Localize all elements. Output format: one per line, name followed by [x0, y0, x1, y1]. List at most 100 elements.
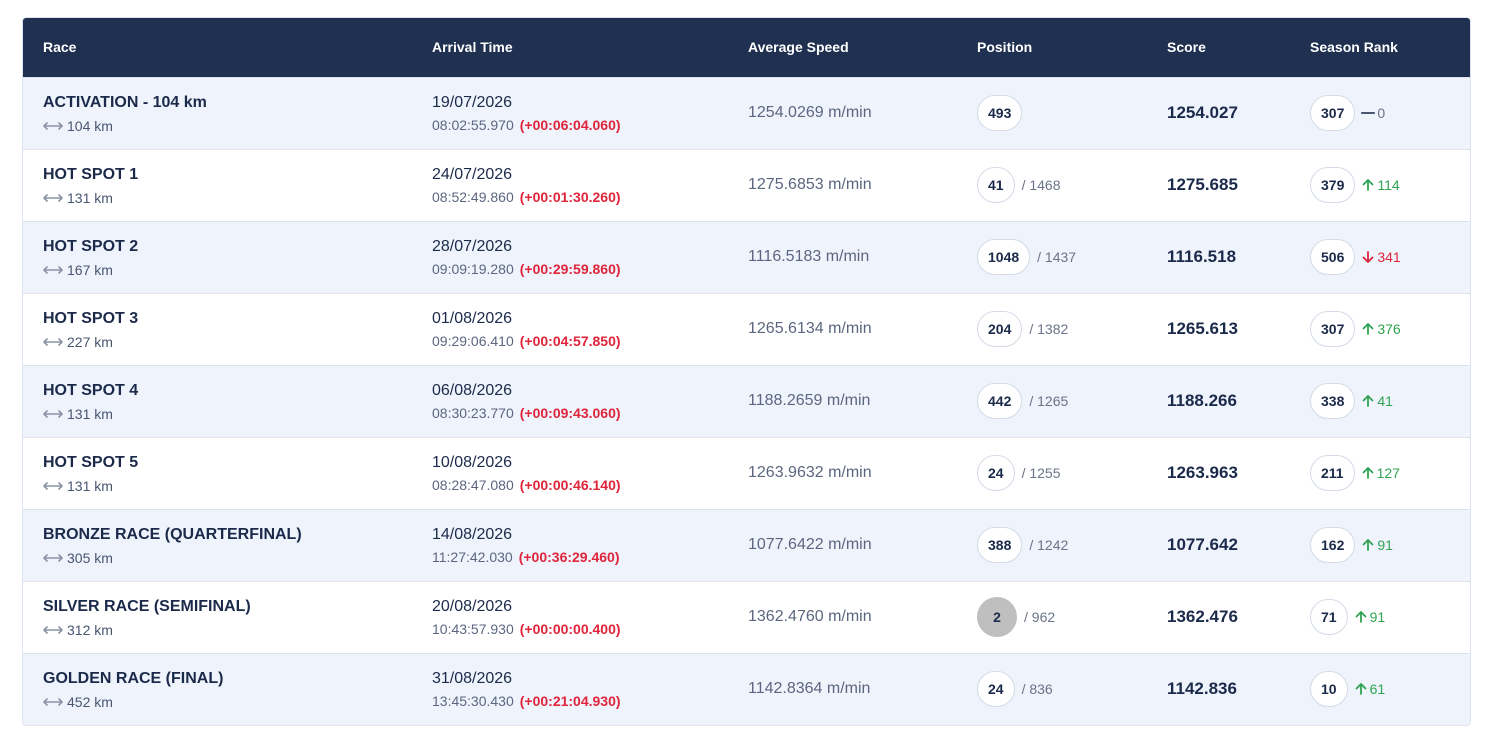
rank-change: 61: [1354, 681, 1386, 698]
column-header-race[interactable]: Race: [43, 39, 77, 56]
score-cell: 1362.476: [1147, 581, 1290, 653]
season-rank-badge: 162: [1310, 527, 1356, 563]
table-row[interactable]: ACTIVATION - 104 km 104 km 19/07/2026 08…: [23, 77, 1470, 149]
arrival-cell: 20/08/2026 10:43:57.930 (+00:00:00.400): [412, 581, 728, 653]
arrival-time-line: 08:52:49.860 (+00:01:30.260): [432, 189, 728, 205]
arrow-up-icon: [1362, 179, 1374, 191]
column-header-season-rank[interactable]: Season Rank: [1310, 39, 1398, 56]
race-name[interactable]: HOT SPOT 5: [43, 453, 139, 471]
arrow-down-icon: [1362, 251, 1374, 263]
column-header-position[interactable]: Position: [977, 39, 1033, 56]
race-name[interactable]: BRONZE RACE (QUARTERFINAL): [43, 525, 302, 543]
table-row[interactable]: BRONZE RACE (QUARTERFINAL) 305 km 14/08/…: [23, 509, 1470, 581]
table-row[interactable]: HOT SPOT 1 131 km 24/07/2026 08:52:49.86…: [23, 149, 1470, 221]
arrival-delta: (+00:36:29.460): [518, 549, 620, 565]
season-rank-badge: 307: [1310, 311, 1356, 347]
race-name[interactable]: GOLDEN RACE (FINAL): [43, 669, 224, 687]
position-cell: 1048 / 1437: [957, 221, 1147, 293]
position-cell: 388 / 1242: [957, 509, 1147, 581]
rank-change-value: 61: [1369, 681, 1386, 698]
season-rank-cell: 506 341: [1290, 221, 1470, 293]
season-rank-badge: 211: [1310, 455, 1355, 491]
race-name[interactable]: HOT SPOT 1: [43, 165, 139, 183]
season-rank-badge: 506: [1310, 239, 1356, 275]
race-cell: BRONZE RACE (QUARTERFINAL) 305 km: [23, 509, 412, 581]
score-value: 1275.685: [1167, 175, 1238, 194]
season-rank-badge: 338: [1310, 383, 1356, 419]
arrival-cell: 10/08/2026 08:28:47.080 (+00:00:46.140): [412, 437, 728, 509]
score-value: 1263.963: [1167, 463, 1238, 482]
position-total: / 1242: [1029, 537, 1069, 553]
race-name[interactable]: ACTIVATION - 104 km: [43, 93, 207, 111]
position-cell: 24 / 1255: [957, 437, 1147, 509]
arrival-cell: 28/07/2026 09:09:19.280 (+00:29:59.860): [412, 221, 728, 293]
table-row[interactable]: HOT SPOT 5 131 km 10/08/2026 08:28:47.08…: [23, 437, 1470, 509]
race-distance-value: 104 km: [67, 117, 113, 134]
average-speed: 1077.6422 m/min: [748, 536, 872, 553]
score-value: 1254.027: [1167, 103, 1238, 122]
table-row[interactable]: HOT SPOT 2 167 km 28/07/2026 09:09:19.28…: [23, 221, 1470, 293]
score-cell: 1254.027: [1147, 77, 1290, 149]
distance-arrows-icon: [43, 409, 63, 418]
arrival-date: 31/08/2026: [432, 670, 513, 688]
arrival-delta: (+00:09:43.060): [519, 405, 621, 421]
arrival-delta: (+00:00:00.400): [519, 621, 621, 637]
arrival-cell: 06/08/2026 08:30:23.770 (+00:09:43.060): [412, 365, 728, 437]
score-cell: 1275.685: [1147, 149, 1290, 221]
speed-cell: 1275.6853 m/min: [728, 149, 957, 221]
race-name[interactable]: HOT SPOT 2: [43, 237, 139, 255]
rank-change-value: 91: [1369, 609, 1386, 625]
arrival-delta: (+00:00:46.140): [519, 477, 621, 493]
table-row[interactable]: GOLDEN RACE (FINAL) 452 km 31/08/2026 13…: [23, 653, 1470, 725]
position-badge: 24: [977, 671, 1015, 708]
score-value: 1142.836: [1167, 679, 1237, 699]
season-rank-cell: 379 114: [1290, 149, 1470, 221]
column-header-arrival-time[interactable]: Arrival Time: [432, 39, 513, 56]
season-rank-cell: 338 41: [1290, 365, 1470, 437]
arrival-date: 01/08/2026: [432, 310, 513, 327]
score-cell: 1265.613: [1147, 293, 1290, 365]
race-name[interactable]: SILVER RACE (SEMIFINAL): [43, 597, 251, 615]
average-speed: 1362.4760 m/min: [748, 608, 872, 625]
rank-change: 91: [1354, 609, 1386, 625]
rank-change: 41: [1361, 393, 1393, 409]
column-header-average-speed[interactable]: Average Speed: [748, 39, 849, 56]
arrival-date: 19/07/2026: [432, 94, 513, 111]
race-name[interactable]: HOT SPOT 4: [43, 381, 139, 399]
race-name[interactable]: HOT SPOT 3: [43, 309, 139, 327]
race-distance: 227 km: [43, 334, 412, 350]
rank-change-value: 341: [1377, 249, 1401, 265]
distance-arrows-icon: [43, 193, 63, 202]
table-row[interactable]: SILVER RACE (SEMIFINAL) 312 km 20/08/202…: [23, 581, 1470, 653]
race-distance-value: 312 km: [67, 621, 113, 638]
position-total: / 1382: [1029, 321, 1069, 337]
speed-cell: 1188.2659 m/min: [728, 365, 957, 437]
column-header-score[interactable]: Score: [1167, 39, 1206, 56]
race-distance-value: 131 km: [67, 477, 113, 494]
table-row[interactable]: HOT SPOT 3 227 km 01/08/2026 09:29:06.41…: [23, 293, 1470, 365]
season-rank-cell: 307 0: [1290, 77, 1470, 149]
position-cell: 2 / 962: [957, 581, 1147, 653]
race-distance-value: 167 km: [67, 261, 113, 278]
arrow-up-icon: [1355, 683, 1366, 696]
table-row[interactable]: HOT SPOT 4 131 km 06/08/2026 08:30:23.77…: [23, 365, 1470, 437]
average-speed: 1254.0269 m/min: [748, 104, 872, 121]
position-cell: 493: [957, 77, 1147, 149]
arrival-time-line: 08:02:55.970 (+00:06:04.060): [432, 117, 728, 133]
score-value: 1188.266: [1167, 391, 1237, 410]
season-rank-cell: 211 127: [1290, 437, 1470, 509]
race-cell: HOT SPOT 5 131 km: [23, 437, 412, 509]
speed-cell: 1362.4760 m/min: [728, 581, 957, 653]
race-distance: 104 km: [43, 118, 412, 134]
position-badge: 1048: [977, 239, 1031, 275]
rank-change: 341: [1361, 249, 1401, 265]
race-results-table: Race Arrival Time Average Speed Position…: [23, 18, 1470, 725]
position-total: / 1255: [1021, 465, 1061, 481]
arrival-cell: 01/08/2026 09:29:06.410 (+00:04:57.850): [412, 293, 728, 365]
race-results-table-wrapper: Race Arrival Time Average Speed Position…: [22, 17, 1471, 726]
season-rank-cell: 10 61: [1290, 653, 1470, 725]
race-distance: 312 km: [43, 622, 412, 638]
season-rank-badge: 379: [1310, 167, 1356, 203]
position-badge: 204: [977, 311, 1023, 347]
score-cell: 1142.836: [1147, 653, 1290, 725]
